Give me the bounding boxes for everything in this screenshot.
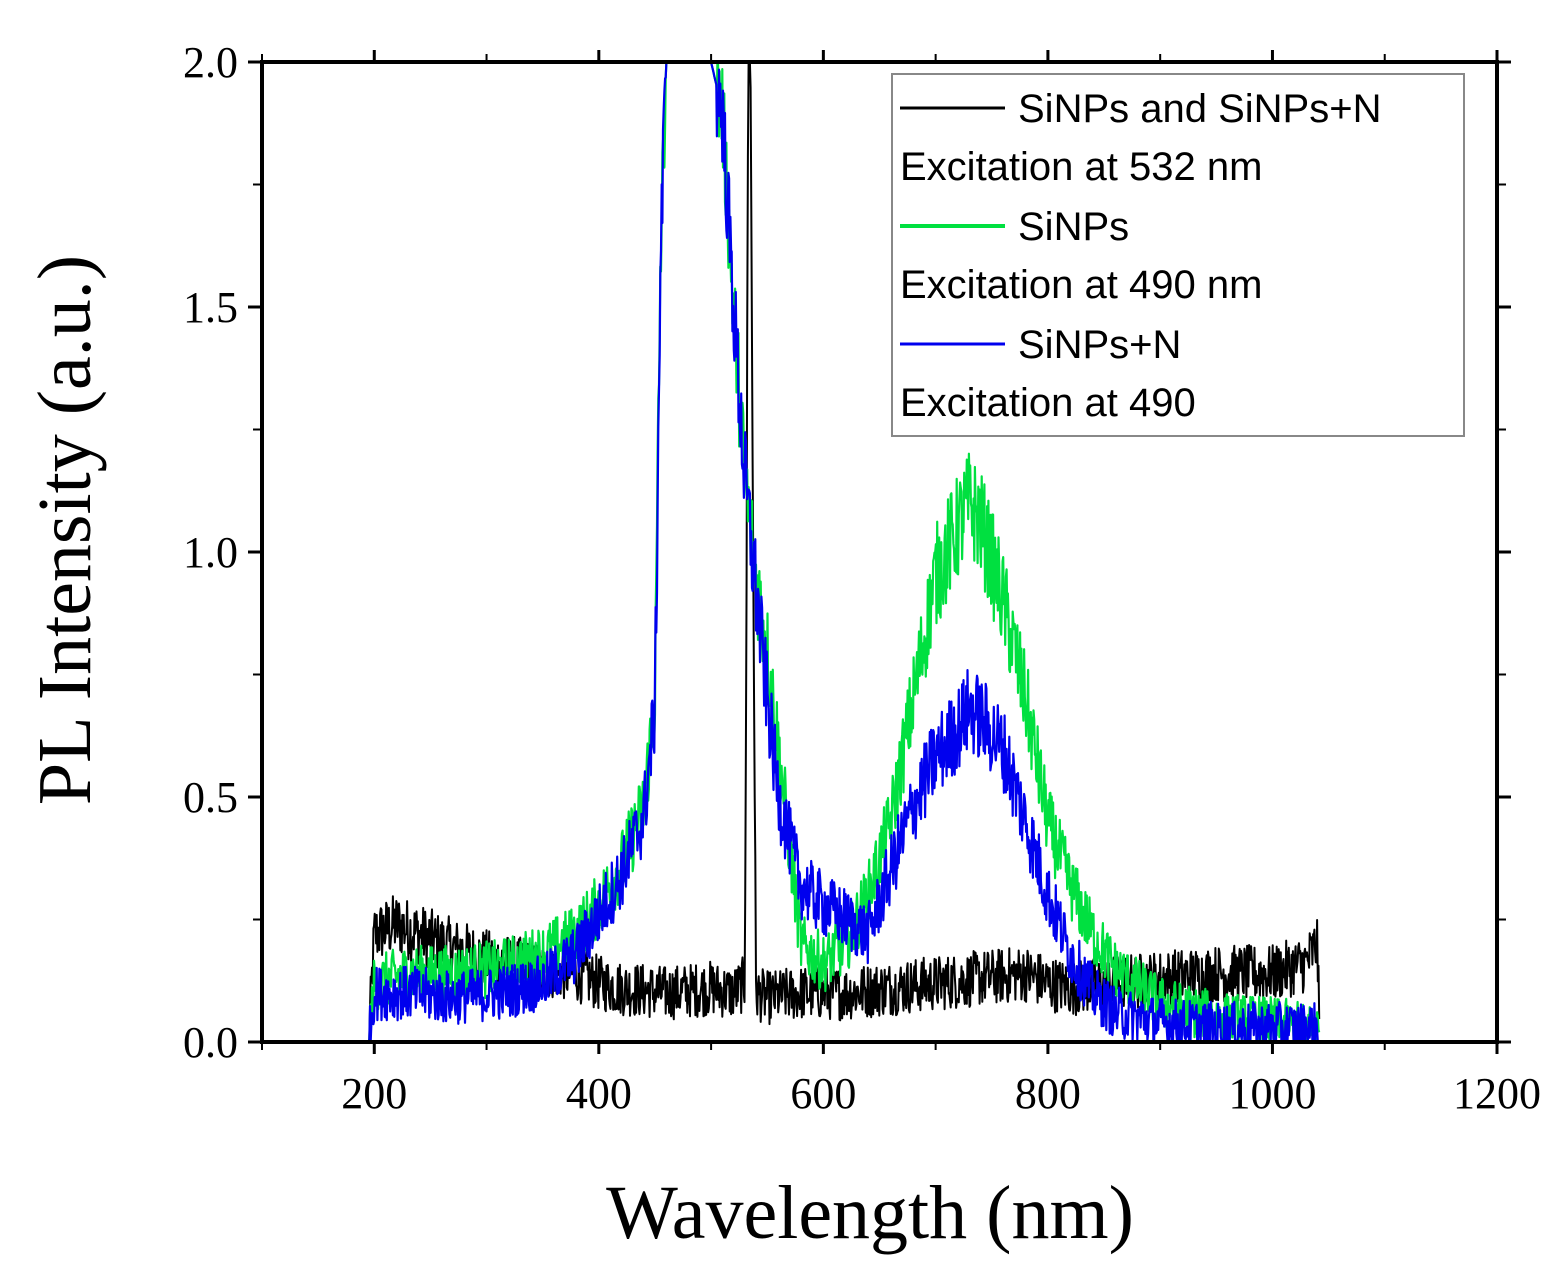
series-line-sinps-plusn	[368, 62, 1320, 1042]
y-axis-title: PL Intensity (a.u.)	[23, 255, 107, 805]
legend-label-sinps-n: SiNPs+N	[1018, 323, 1181, 367]
x-tick-label-1000: 1000	[1228, 1069, 1316, 1118]
legend-subtitle-490: Excitation at 490	[900, 381, 1196, 425]
legend-subtitle-532: Excitation at 532 nm	[900, 145, 1262, 189]
legend-box	[891, 73, 1465, 437]
x-axis-title: Wavelength (nm)	[606, 1171, 1134, 1255]
series-layer	[367, 62, 1321, 1042]
y-tick-label-1.5: 1.5	[183, 283, 238, 332]
x-tick-label-800: 800	[1015, 1069, 1081, 1118]
x-tick-label-400: 400	[566, 1069, 632, 1118]
y-tick-label-1: 1.0	[183, 528, 238, 577]
y-tick-label-2: 2.0	[183, 38, 238, 87]
x-tick-label-600: 600	[790, 1069, 856, 1118]
x-tick-label-1200: 1200	[1453, 1069, 1541, 1118]
legend-label-sinps-and-sinps-n: SiNPs and SiNPs+N	[1018, 87, 1381, 131]
y-tick-label-0.5: 0.5	[183, 773, 238, 822]
y-tick-label-0: 0.0	[183, 1018, 238, 1067]
legend-label-sinps: SiNPs	[1018, 205, 1129, 249]
legend: SiNPs and SiNPs+N Excitation at 532 nm S…	[891, 73, 1465, 437]
tick-layer: 200 400 600 800 1000 1200 0.0 0.5 1.0 1.5 2.0	[183, 38, 1541, 1118]
legend-subtitle-490nm: Excitation at 490 nm	[900, 263, 1262, 307]
x-tick-label-200: 200	[341, 1069, 407, 1118]
